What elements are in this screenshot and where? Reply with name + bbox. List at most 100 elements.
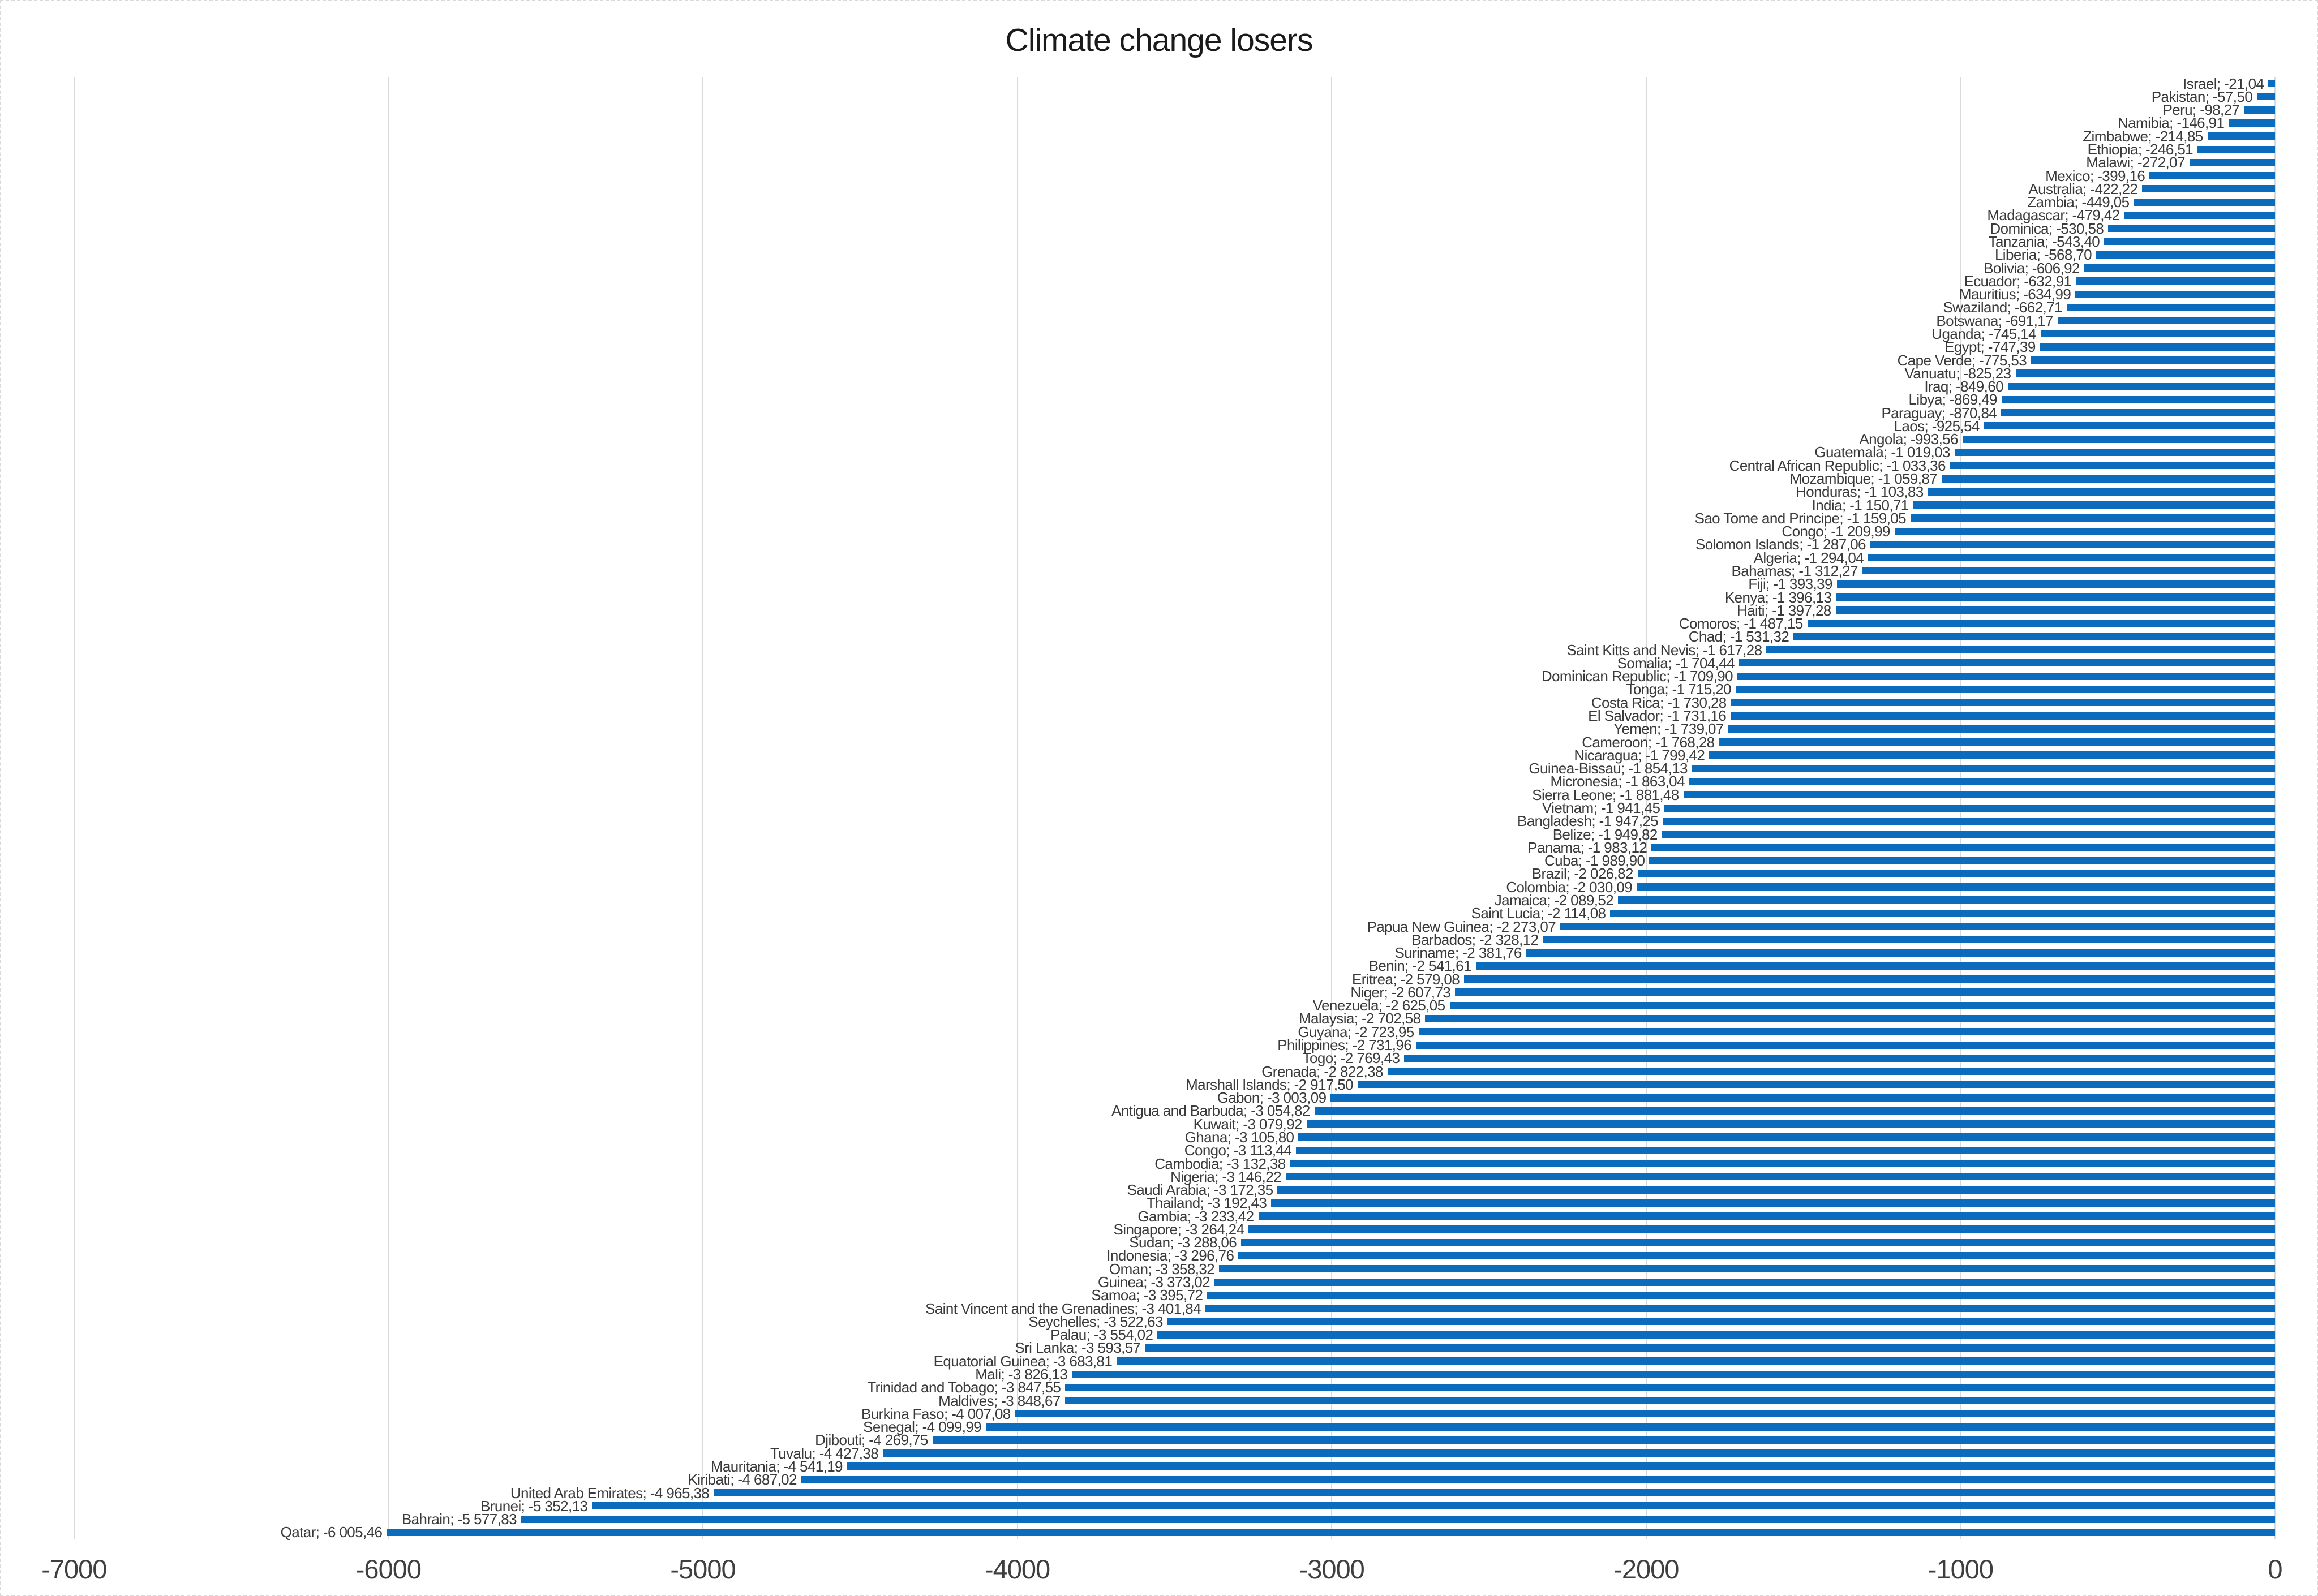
bar — [2007, 382, 2275, 390]
bar-label: Saint Vincent and the Grenadines; -3 401… — [925, 1300, 1201, 1317]
bar — [1464, 975, 2275, 983]
bar-label: Marshall Islands; -2 917,50 — [1186, 1076, 1354, 1093]
bar-label: Australia; -422,22 — [2028, 180, 2138, 197]
bar-label: Guatemala; -1 019,03 — [1814, 444, 1950, 461]
bar-label: Antigua and Barbuda; -3 054,82 — [1111, 1102, 1310, 1120]
bar-label: Central African Republic; -1 033,36 — [1729, 457, 1946, 474]
bar — [1954, 448, 2275, 456]
bar-label: Benin; -2 541,61 — [1368, 957, 1472, 975]
bar — [1314, 1107, 2275, 1115]
bar-label: Niger; -2 607,73 — [1350, 983, 1451, 1001]
bar — [2001, 409, 2275, 417]
bar-label: Samoa; -3 395,72 — [1091, 1287, 1203, 1304]
bar — [2189, 158, 2275, 166]
bar-label: Somalia; -1 704,44 — [1617, 654, 1735, 672]
bar-label: Mozambique; -1 059,87 — [1789, 470, 1938, 488]
bar-label: Indonesia; -3 296,76 — [1106, 1247, 1234, 1264]
bar — [1911, 514, 2275, 522]
bar-label: Singapore; -3 264,24 — [1113, 1220, 1244, 1238]
bar — [2149, 172, 2275, 180]
bar-label: Senegal; -4 099,99 — [863, 1418, 982, 1436]
bar — [1072, 1370, 2275, 1378]
bar-label: Qatar; -6 005,46 — [280, 1524, 383, 1541]
bar — [2244, 106, 2275, 114]
bar — [1731, 699, 2275, 707]
bar — [1065, 1383, 2275, 1391]
bar-label: Botswana; -691,17 — [1936, 312, 2053, 329]
bar-label: Ecuador; -632,91 — [1964, 272, 2072, 290]
bar-label: Burkina Faso; -4 007,08 — [861, 1405, 1011, 1422]
bar-label: Jamaica; -2 089,52 — [1494, 891, 1614, 909]
bar — [1637, 883, 2275, 891]
bar-label: Saint Lucia; -2 114,08 — [1471, 905, 1606, 922]
bar-label: Colombia; -2 030,09 — [1506, 878, 1633, 896]
bar — [1913, 501, 2275, 509]
bar-label: Brunei; -5 352,13 — [480, 1497, 588, 1515]
bar-label: Egypt; -747,39 — [1944, 338, 2036, 356]
bar — [1298, 1133, 2275, 1141]
bar — [1064, 1397, 2275, 1405]
bar-label: Chad; -1 531,32 — [1688, 628, 1789, 646]
bar-label: Haiti; -1 397,28 — [1736, 601, 1831, 619]
bar-label: Sierra Leone; -1 881,48 — [1532, 786, 1679, 803]
gridline — [1016, 77, 1018, 1539]
bar-label: Kiribati; -4 687,02 — [688, 1471, 797, 1489]
bar-label: Angola; -993,56 — [1859, 431, 1958, 448]
bar — [2084, 264, 2275, 272]
bar-label: Panama; -1 983,12 — [1527, 838, 1647, 856]
bar — [1942, 475, 2275, 483]
bar-label: Kuwait; -3 079,92 — [1193, 1115, 1303, 1133]
bar — [2057, 317, 2275, 325]
bar — [1739, 659, 2275, 667]
bar — [1214, 1278, 2275, 1286]
x-axis-tick-label: -1000 — [1928, 1554, 1994, 1584]
bar — [1475, 962, 2275, 970]
bar — [847, 1462, 2275, 1470]
bar — [2041, 330, 2275, 338]
bar-label: Fiji; -1 393,39 — [1748, 575, 1832, 593]
bar-label: Cuba; -1 989,90 — [1544, 852, 1645, 870]
bar-label: Guinea; -3 373,02 — [1098, 1274, 1210, 1291]
bar-label: Bahamas; -1 312,27 — [1731, 562, 1858, 579]
x-axis-tick-label: -5000 — [670, 1554, 736, 1584]
bar — [2075, 290, 2275, 298]
bar — [1306, 1120, 2275, 1128]
bar-label: Vanuatu; -825,23 — [1904, 364, 2012, 382]
bar — [1862, 567, 2275, 575]
bar-label: Saudi Arabia; -3 172,35 — [1127, 1181, 1273, 1199]
bar-label: Libya; -869,49 — [1908, 391, 1998, 408]
bar-label: Oman; -3 358,32 — [1109, 1260, 1215, 1277]
bar — [1962, 435, 2275, 443]
x-axis-tick-label: 0 — [2268, 1554, 2282, 1584]
bar-label: Iraq; -849,60 — [1924, 378, 2003, 395]
bar — [1167, 1318, 2275, 1326]
bar — [1543, 936, 2275, 944]
bar — [1618, 896, 2275, 904]
bar — [2001, 395, 2275, 403]
bar — [1637, 870, 2275, 877]
bar-label: Swaziland; -662,71 — [1943, 299, 2062, 316]
bar — [1387, 1068, 2275, 1076]
bar-label: Brazil; -2 026,82 — [1531, 865, 1634, 883]
bar — [2134, 198, 2275, 206]
bar — [986, 1423, 2275, 1431]
gridline — [1331, 77, 1333, 1539]
bar — [801, 1475, 2275, 1483]
gridline — [1645, 77, 1647, 1539]
bar — [1731, 712, 2275, 720]
bar — [1015, 1410, 2275, 1418]
bar-label: Belize; -1 949,82 — [1552, 825, 1658, 843]
bar-label: Sudan; -3 288,06 — [1129, 1234, 1237, 1251]
bar-label: Guinea-Bissau; -1 854,13 — [1529, 760, 1688, 777]
bar-label: Liberia; -568,70 — [1994, 246, 2092, 264]
bar — [1868, 554, 2275, 562]
bar-label: Bolivia; -606,92 — [1984, 259, 2080, 277]
bar — [1449, 1001, 2275, 1009]
bar — [1807, 620, 2275, 627]
bar — [1870, 540, 2275, 548]
bar-label: Eritrea; -2 579,08 — [1351, 970, 1460, 988]
bar-label: Israel; -21,04 — [2182, 75, 2264, 92]
bar — [1330, 1094, 2275, 1102]
bar-label: Congo; -1 209,99 — [1782, 523, 1890, 540]
bar — [1894, 527, 2275, 535]
